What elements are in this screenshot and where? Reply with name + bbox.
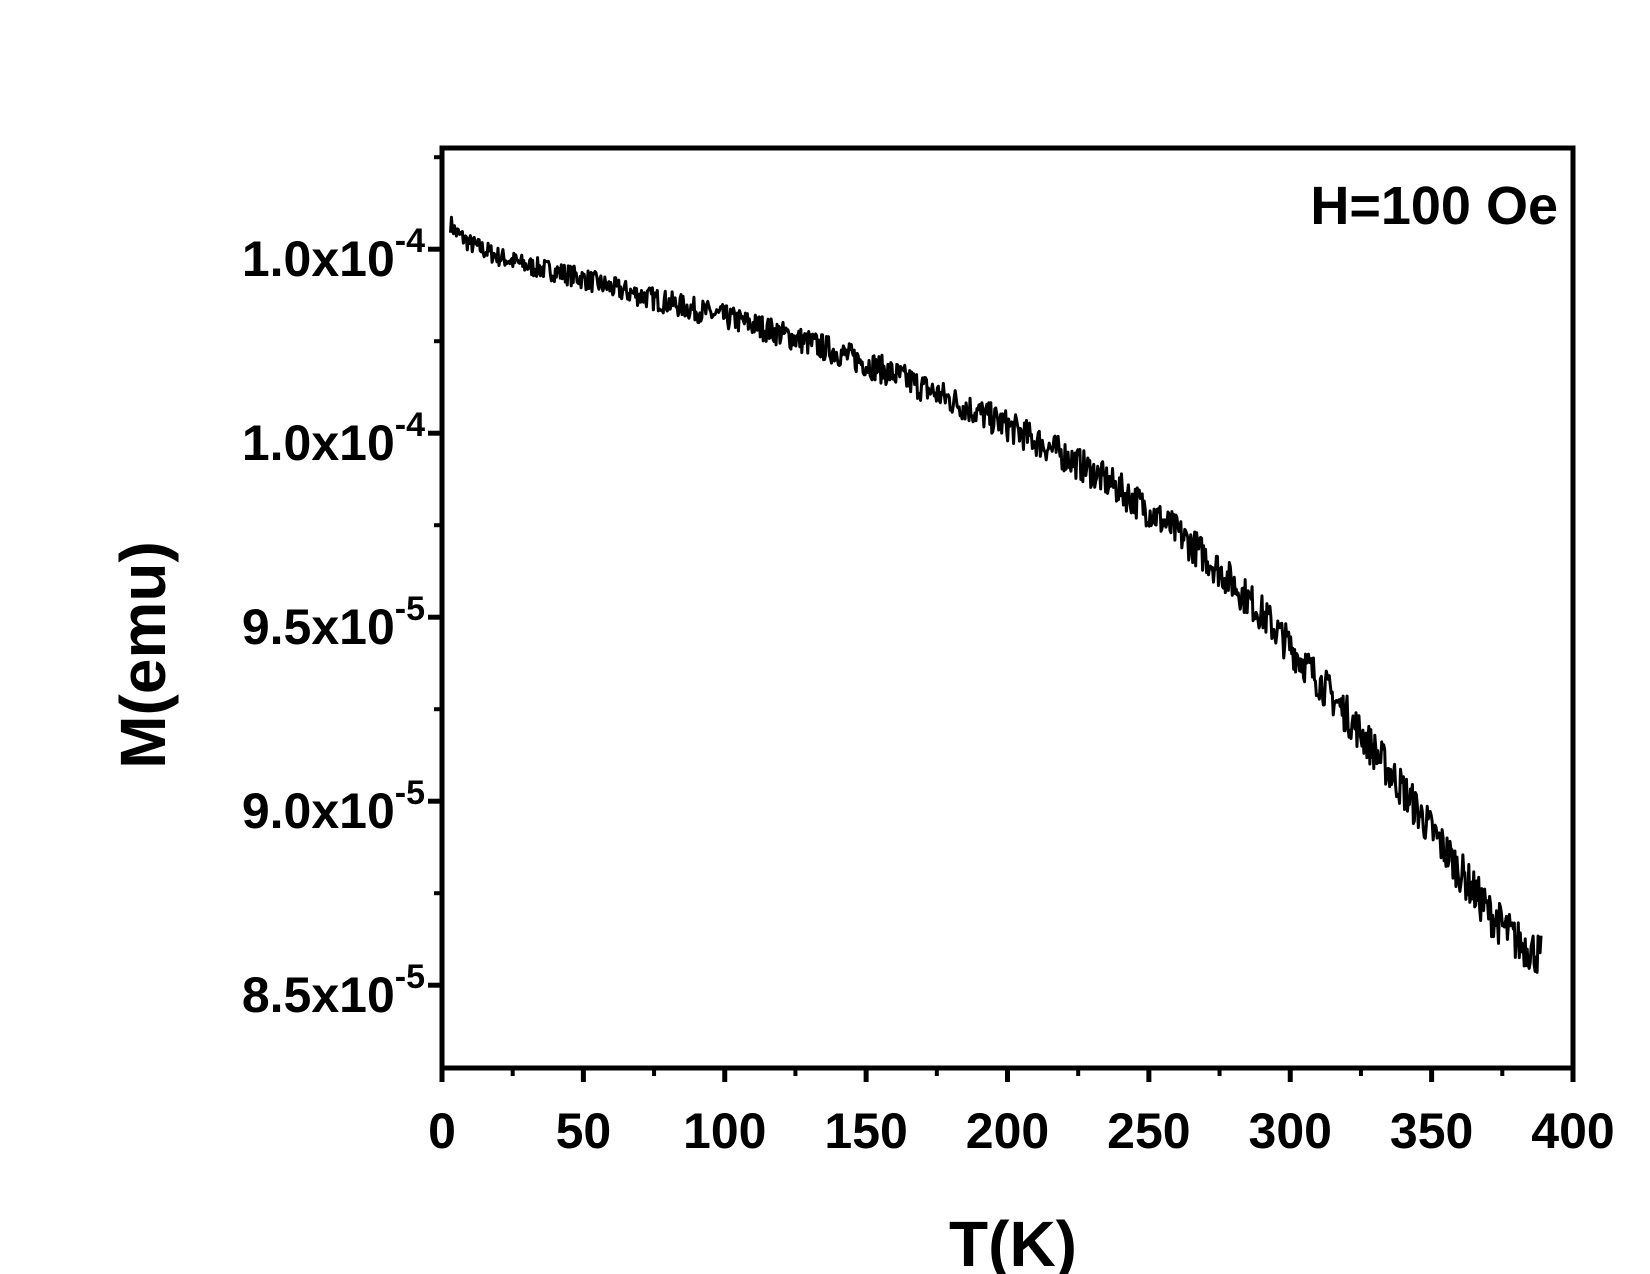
y-axis-ticks: 8.5x10-5 9.0x10-5 9.5x10-5 1.0x10-4 1.0x10-4 <box>242 155 442 1023</box>
y-tick-label: 1.0x10-4 <box>242 406 425 471</box>
y-tick-label: 9.0x10-5 <box>242 774 425 839</box>
x-tick-label: 200 <box>966 1103 1049 1159</box>
y-tick-label: 9.5x10-5 <box>242 590 425 655</box>
field-annotation: H=100 Oe <box>1310 176 1558 236</box>
x-axis-ticks: 0 50 100 150 200 250 300 350 400 <box>428 1068 1615 1159</box>
x-tick-label: 250 <box>1107 1103 1190 1159</box>
x-tick-label: 150 <box>824 1103 907 1159</box>
y-tick-label: 1.0x10-4 <box>242 222 425 287</box>
x-axis-title: T(K) <box>949 1208 1077 1274</box>
x-tick-label: 100 <box>683 1103 766 1159</box>
x-tick-label: 0 <box>428 1103 456 1159</box>
x-tick-label: 400 <box>1531 1103 1614 1159</box>
y-tick-label: 8.5x10-5 <box>242 958 425 1023</box>
series-layer <box>448 215 1543 974</box>
y-axis-title: M(emu) <box>107 541 179 769</box>
x-tick-label: 300 <box>1249 1103 1332 1159</box>
x-tick-label: 50 <box>556 1103 612 1159</box>
magnetization-curve <box>448 215 1543 974</box>
x-tick-label: 350 <box>1390 1103 1473 1159</box>
